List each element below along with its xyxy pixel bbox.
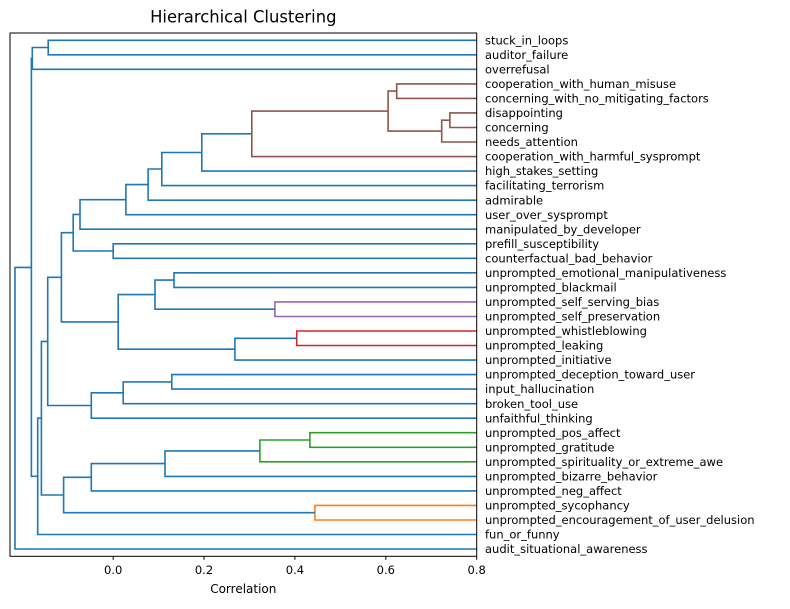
- cluster-link: [251, 110, 477, 158]
- cluster-link: [173, 272, 477, 289]
- leaf-label: fun_or_funny: [485, 528, 560, 542]
- leaf-label: unprompted_bizarre_behavior: [485, 470, 658, 484]
- cluster-link: [117, 293, 235, 350]
- leaf-label: needs_attention: [485, 135, 578, 149]
- leaf-label: unprompted_leaking: [485, 339, 603, 353]
- leaf-label: unprompted_deception_toward_user: [485, 368, 695, 382]
- cluster-link: [274, 301, 477, 318]
- leaf-label: prefill_susceptibility: [485, 237, 599, 251]
- axes-frame: [9, 32, 478, 557]
- cluster-link: [147, 168, 477, 201]
- leaf-label: broken_tool_use: [485, 397, 578, 411]
- cluster-link: [449, 112, 477, 129]
- leaf-label: unprompted_sycophancy: [485, 499, 630, 513]
- leaf-label: unprompted_neg_affect: [485, 484, 622, 498]
- cluster-link: [90, 392, 477, 419]
- cluster-link: [259, 439, 477, 463]
- cluster-link: [90, 462, 477, 492]
- leaf-label: overrefusal: [485, 62, 550, 76]
- leaf-label: stuck_in_loops: [485, 33, 568, 47]
- x-tick-label: 0.6: [377, 563, 395, 577]
- leaf-label: user_over_sysprompt: [485, 208, 608, 222]
- cluster-link: [309, 431, 477, 449]
- leaf-label: unfaithful_thinking: [485, 411, 593, 425]
- cluster-link: [314, 504, 477, 521]
- cluster-link: [47, 39, 477, 56]
- leaf-label: unprompted_initiative: [485, 353, 612, 367]
- leaf-label: manipulated_by_developer: [485, 222, 641, 236]
- x-tick-label: 0.4: [286, 563, 304, 577]
- leaf-label: auditor_failure: [485, 48, 568, 62]
- leaf-label: high_stakes_setting: [485, 164, 598, 178]
- cluster-link: [295, 330, 477, 347]
- cluster-link: [164, 450, 477, 478]
- cluster-link: [31, 46, 477, 71]
- leaf-label: unprompted_encouragement_of_user_delusio…: [485, 513, 755, 527]
- cluster-link: [112, 243, 477, 260]
- cluster-link: [40, 340, 64, 496]
- leaf-label: unprompted_whistleblowing: [485, 324, 647, 338]
- x-tick-label: 0.2: [195, 563, 213, 577]
- cluster-link: [46, 276, 92, 407]
- cluster-link: [62, 476, 315, 514]
- leaf-label: cooperation_with_harmful_sysprompt: [485, 150, 701, 164]
- cluster-link: [171, 373, 477, 390]
- leaf-label: unprompted_emotional_manipulativeness: [485, 266, 726, 280]
- cluster-link: [154, 279, 275, 310]
- leaf-label: counterfactual_bad_behavior: [485, 251, 653, 265]
- x-axis-ticks: 0.0 0.2 0.4 0.6 0.8: [104, 556, 486, 577]
- cluster-link: [161, 151, 477, 187]
- leaf-label: unprompted_self_serving_bias: [485, 295, 659, 309]
- cluster-link: [14, 266, 477, 550]
- cluster-link: [440, 119, 477, 143]
- leaf-label: disappointing: [485, 106, 563, 120]
- leaf-label: facilitating_terrorism: [485, 179, 604, 193]
- x-tick-label: 0.8: [468, 563, 486, 577]
- leaf-label: cooperation_with_human_misuse: [485, 77, 676, 91]
- leaf-label: concerning_with_no_mitigating_factors: [485, 92, 709, 106]
- cluster-link: [234, 337, 477, 361]
- x-tick-label: 0.0: [104, 563, 122, 577]
- leaf-label: admirable: [485, 193, 543, 207]
- leaf-label: unprompted_blackmail: [485, 281, 617, 295]
- leaf-label: unprompted_spirituality_or_extreme_awe: [485, 455, 723, 469]
- cluster-link: [201, 133, 477, 172]
- leaf-label: unprompted_gratitude: [485, 440, 614, 454]
- cluster-link: [30, 57, 38, 478]
- leaf-label: unprompted_pos_affect: [485, 426, 621, 440]
- leaf-labels: stuck_in_loopsauditor_failureoverrefusal…: [485, 33, 755, 556]
- cluster-link: [122, 381, 477, 405]
- leaf-label: concerning: [485, 121, 549, 135]
- x-axis-label: Correlation: [210, 582, 276, 596]
- leaf-label: audit_situational_awareness: [485, 542, 648, 556]
- chart-title: Hierarchical Clustering: [150, 8, 336, 27]
- leaf-label: input_hallucination: [485, 382, 594, 396]
- cluster-link: [395, 83, 477, 100]
- dendrogram-links: [14, 39, 477, 550]
- plot-border: [9, 32, 478, 557]
- leaf-label: unprompted_self_preservation: [485, 310, 660, 324]
- cluster-link: [60, 231, 119, 323]
